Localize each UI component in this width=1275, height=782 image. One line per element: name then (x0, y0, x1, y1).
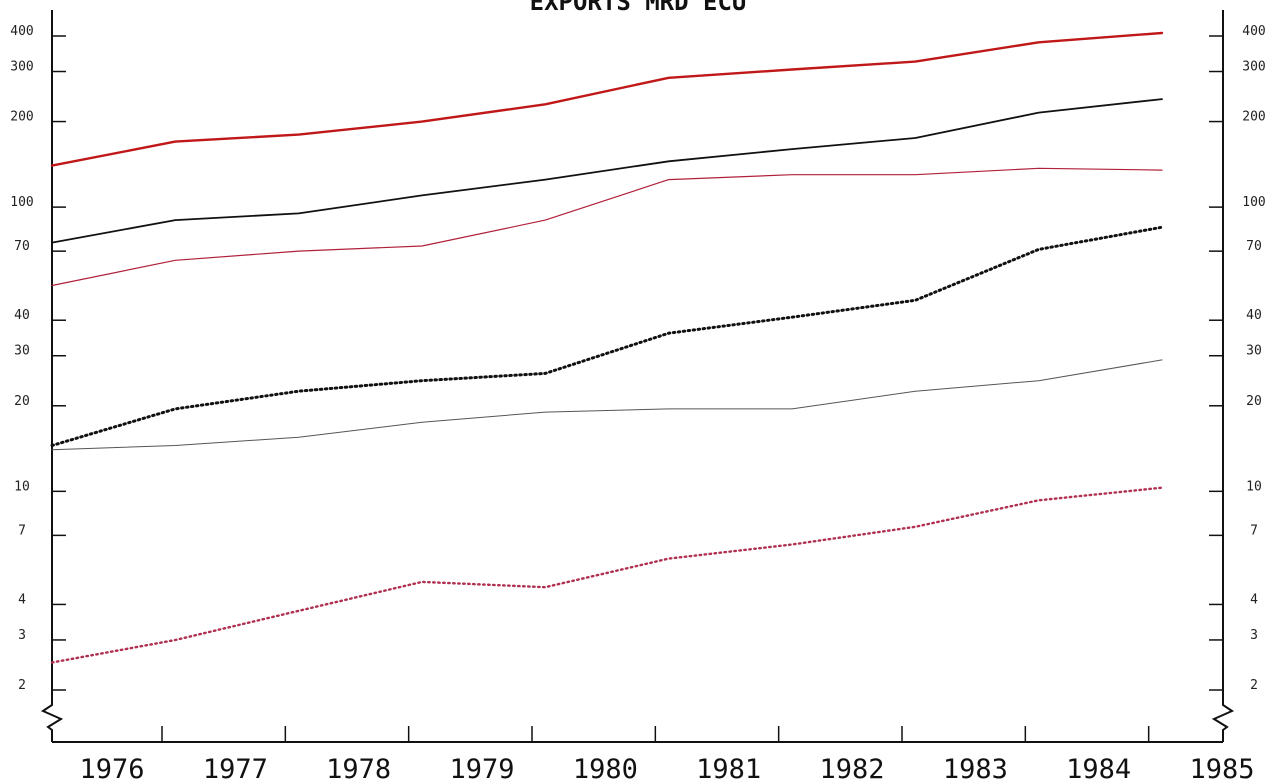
y-tick-label-left: 70 (14, 239, 30, 254)
y-tick-label-left: 100 (10, 195, 33, 210)
y-tick-label-right: 3 (1250, 628, 1258, 643)
x-tick-label: 1985 (1189, 754, 1254, 782)
y-tick-label-left: 200 (10, 110, 33, 125)
labels-layer: 2 2 3 3 4 4 7 7 10 10 20 20 30 30 40 40 70 70 100 100 200 200… (10, 24, 1265, 782)
y-tick-label-left: 400 (10, 24, 33, 39)
series-line-1 (50, 31, 1164, 167)
y-tick-label-left: 2 (18, 678, 26, 693)
x-tick-label: 1982 (819, 754, 884, 782)
y-tick-label-left: 20 (14, 394, 30, 409)
y-tick-label-right: 100 (1242, 195, 1265, 210)
right-axis (1211, 10, 1235, 742)
y-tick-label-left: 4 (18, 592, 26, 607)
y-tick-label-right: 20 (1246, 394, 1262, 409)
y-tick-label-left: 30 (14, 344, 30, 359)
y-tick-label-left: 3 (18, 628, 26, 643)
series-line-2 (51, 98, 1163, 244)
x-tick-label: 1976 (79, 754, 144, 782)
y-tick-label-right: 40 (1246, 308, 1262, 323)
x-tick-label: 1984 (1066, 754, 1131, 782)
y-tick-label-right: 70 (1246, 239, 1262, 254)
x-tick-label: 1977 (203, 754, 268, 782)
y-tick-label-left: 300 (10, 60, 33, 75)
y-tick-label-right: 400 (1242, 24, 1265, 39)
axes (40, 10, 1235, 743)
series-layer (50, 31, 1164, 664)
x-tick-label: 1978 (326, 754, 391, 782)
y-tick-label-right: 30 (1246, 344, 1262, 359)
x-tick-label: 1983 (943, 754, 1008, 782)
x-tick-label: 1981 (696, 754, 761, 782)
left-axis (40, 10, 64, 742)
x-tick-label: 1979 (449, 754, 514, 782)
y-tick-label-right: 4 (1250, 592, 1258, 607)
y-tick-label-left: 40 (14, 308, 30, 323)
series-line-3 (51, 167, 1163, 287)
chart-title: EXPORTS MRD ECU (530, 0, 747, 16)
y-tick-label-right: 200 (1242, 110, 1265, 125)
y-tick-label-left: 10 (14, 479, 30, 494)
x-tick-label: 1980 (573, 754, 638, 782)
y-tick-label-left: 7 (18, 523, 26, 538)
y-tick-label-right: 300 (1242, 60, 1265, 75)
y-tick-label-right: 2 (1250, 678, 1258, 693)
y-tick-label-right: 10 (1246, 479, 1262, 494)
series-line-6 (50, 486, 1164, 664)
y-tick-label-right: 7 (1250, 523, 1258, 538)
series-line-4 (50, 225, 1164, 447)
series-line-5 (51, 359, 1163, 451)
